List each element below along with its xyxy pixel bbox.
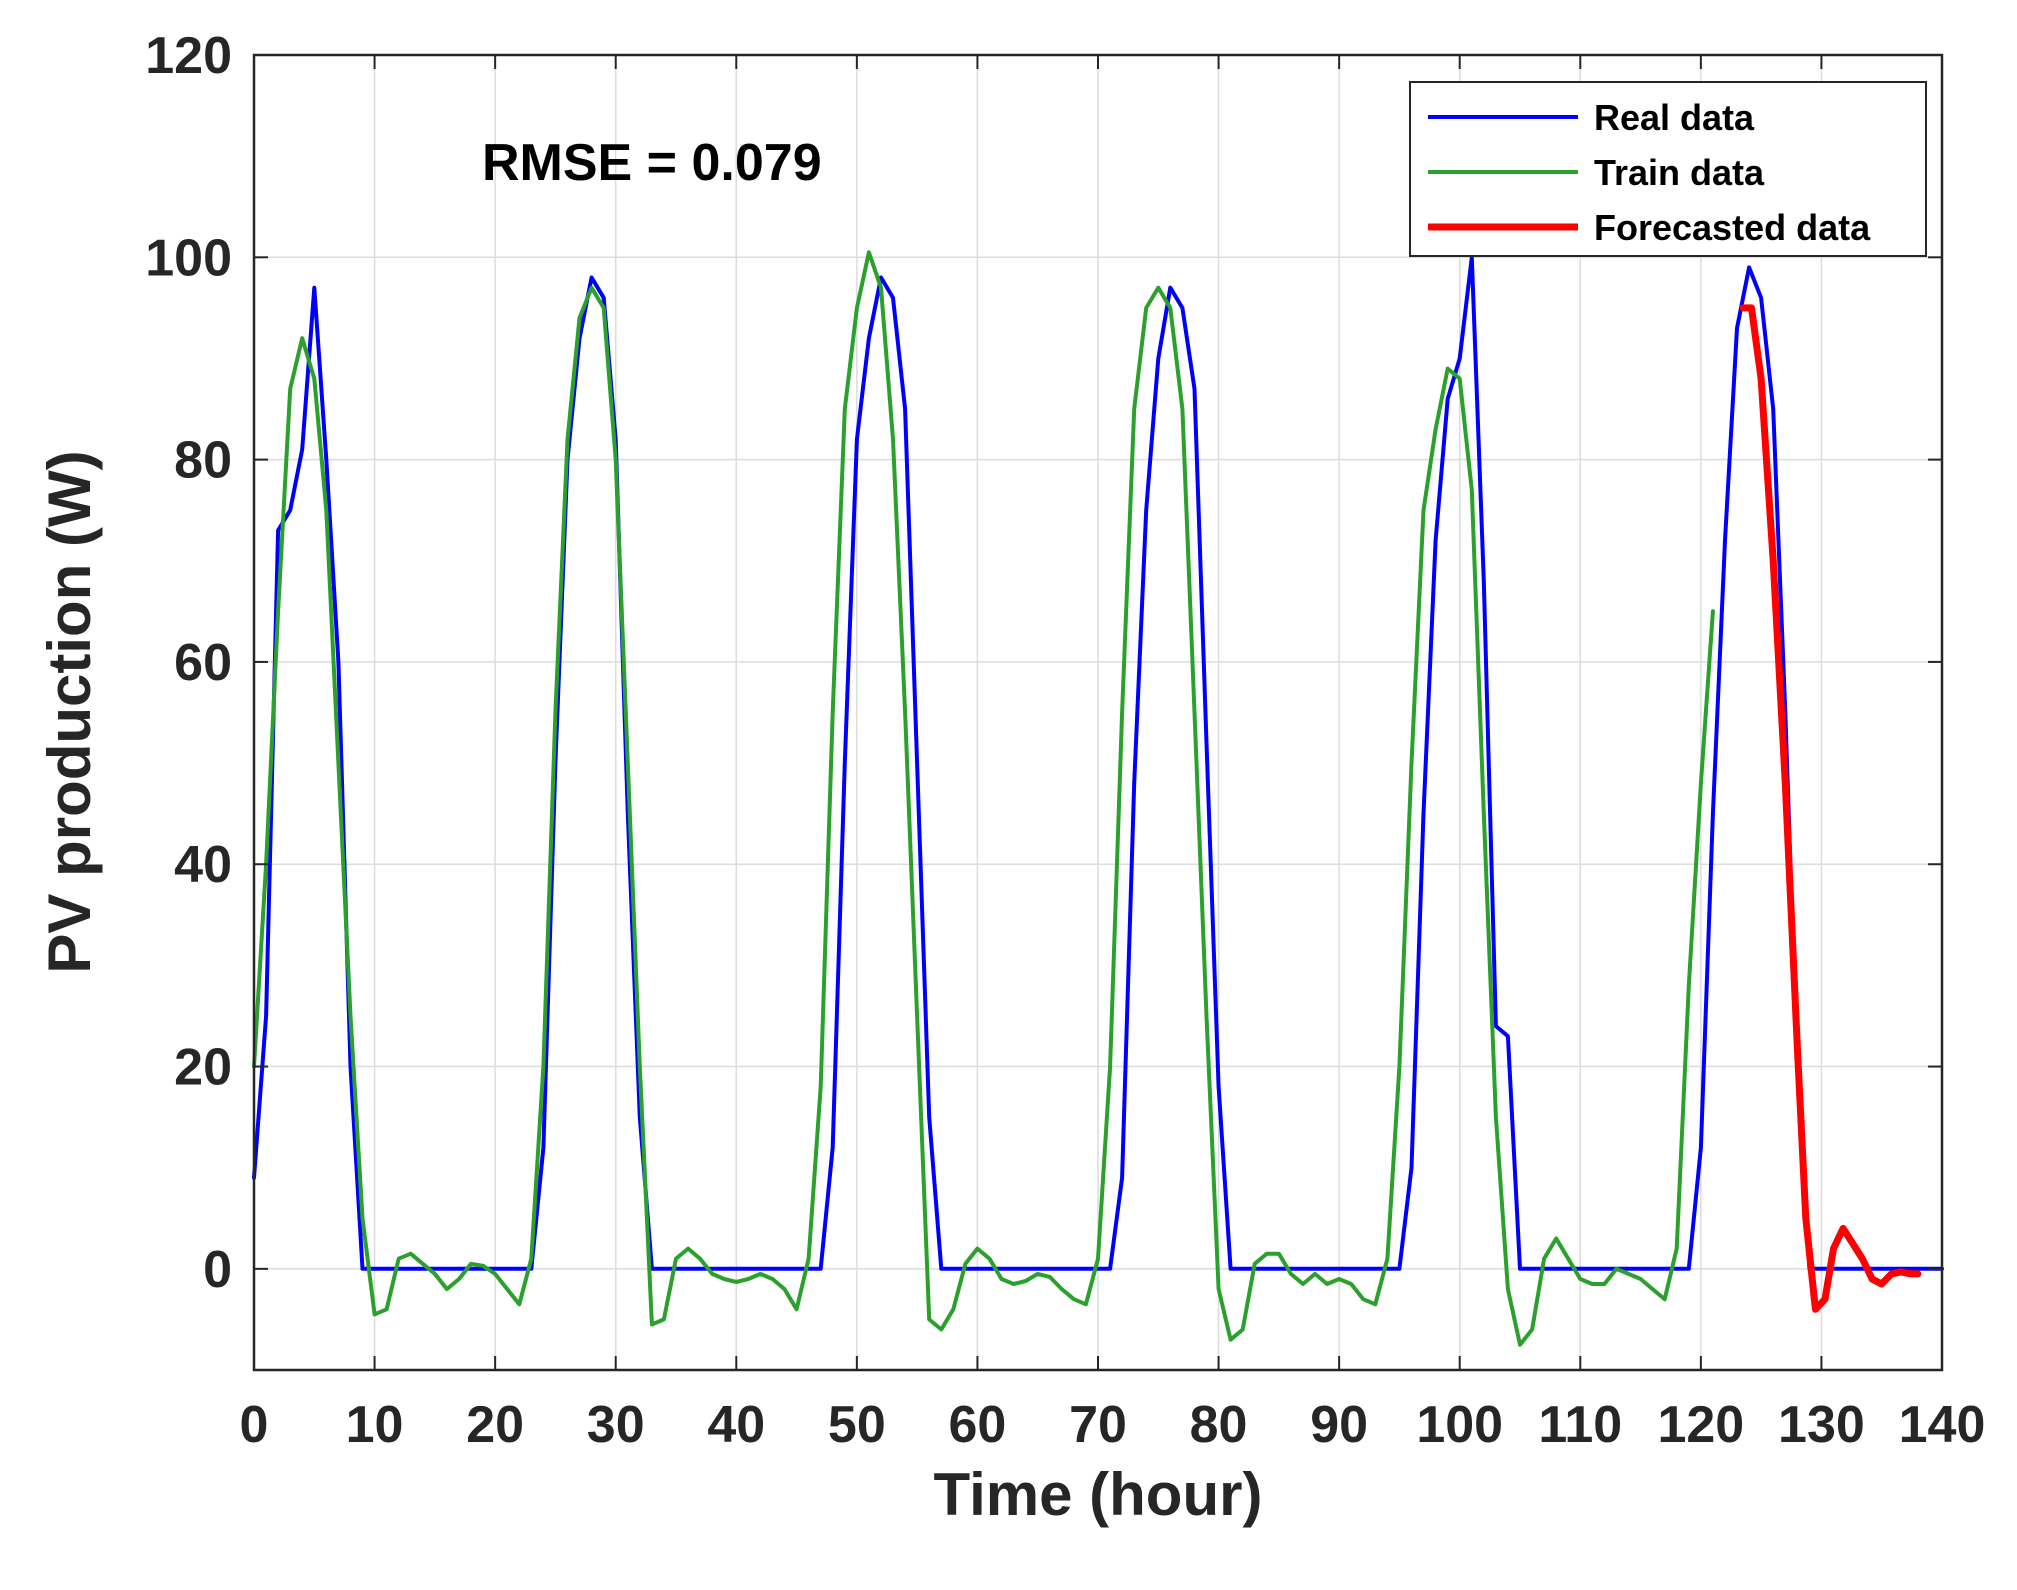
x-tick-label: 0 [240, 1396, 269, 1454]
x-tick-label: 50 [828, 1396, 886, 1454]
series-line-real-data [252, 255, 1944, 1271]
series-lines [252, 250, 1944, 1347]
tick-marks [253, 54, 1943, 1370]
legend-label-forecasted-data: Forecasted data [1594, 207, 1871, 248]
x-tick-label: 70 [1069, 1396, 1127, 1454]
x-tick-label: 100 [1416, 1396, 1503, 1454]
y-tick-labels: 0 20 40 60 80 100 120 [145, 27, 232, 1299]
legend-label-train-data: Train data [1594, 152, 1765, 193]
y-tick-label: 100 [145, 229, 232, 287]
y-tick-label: 0 [203, 1241, 232, 1299]
x-tick-label: 120 [1657, 1396, 1744, 1454]
rmse-annotation: RMSE = 0.079 [482, 134, 822, 192]
x-tick-label: 20 [466, 1396, 524, 1454]
x-tick-label: 10 [346, 1396, 404, 1454]
series-line-train-data [252, 250, 1715, 1347]
x-tick-label: 80 [1190, 1396, 1248, 1454]
x-tick-label: 40 [707, 1396, 765, 1454]
legend: Real data Train data Forecasted data [1409, 81, 1927, 257]
y-axis-title: PV production (W) [36, 450, 103, 973]
x-tick-label: 140 [1899, 1396, 1986, 1454]
y-tick-label: 120 [145, 27, 232, 85]
y-tick-label: 20 [174, 1039, 232, 1097]
grid [254, 55, 1942, 1370]
legend-label-real-data: Real data [1594, 97, 1755, 138]
x-tick-label: 130 [1778, 1396, 1865, 1454]
x-tick-label: 90 [1310, 1396, 1368, 1454]
y-tick-label: 80 [174, 432, 232, 490]
y-tick-label: 40 [174, 836, 232, 894]
series-line-forecasted-data [1739, 304, 1922, 1313]
x-tick-label: 110 [1538, 1396, 1622, 1454]
x-tick-label: 30 [587, 1396, 645, 1454]
x-tick-labels: 0 10 20 30 40 50 60 70 80 90 100 110 120 130 140 [240, 1396, 1986, 1454]
y-tick-label: 60 [174, 634, 232, 692]
x-tick-label: 60 [949, 1396, 1007, 1454]
x-axis-title: Time (hour) [934, 1461, 1263, 1528]
